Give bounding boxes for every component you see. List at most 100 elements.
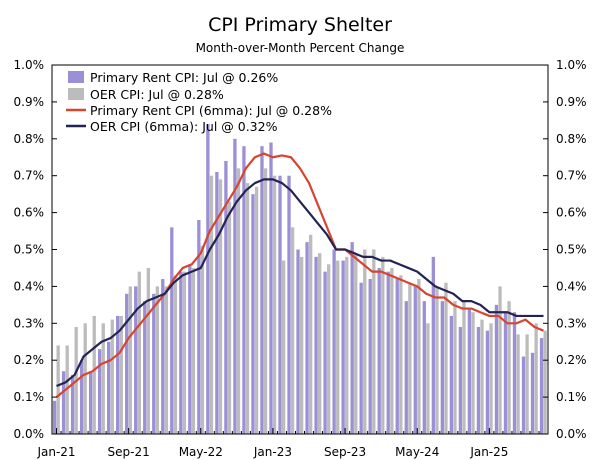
bar-oer-2024-11	[471, 312, 475, 434]
bar-oer-2023-06	[318, 253, 322, 434]
y-tick-label-left-1: 0.1%	[14, 390, 45, 404]
bar-oer-2023-05	[309, 234, 313, 434]
bar-rent-2022-09	[233, 138, 237, 435]
bar-oer-2021-08	[119, 315, 123, 434]
bar-rent-2024-10	[458, 326, 463, 434]
bar-rent-2025-07	[539, 338, 544, 434]
legend-label-oer-line: OER CPI (6mma): Jul @ 0.32%	[90, 119, 278, 134]
bar-oer-2024-09	[453, 301, 457, 434]
chart-title: CPI Primary Shelter	[208, 14, 392, 36]
bar-oer-2023-12	[372, 249, 376, 434]
x-tick-label-1: Sep-21	[108, 445, 150, 459]
line-rent-6mma	[55, 152, 544, 398]
bar-rent-2024-12	[476, 326, 481, 434]
bar-rent-2022-12	[260, 146, 264, 434]
bar-oer-2021-10	[137, 271, 141, 434]
bar-oer-2021-04	[83, 323, 87, 434]
bar-oer-2022-06	[209, 175, 214, 434]
bar-rent-2024-04	[404, 301, 408, 434]
y-tick-label-left-6: 0.6%	[14, 206, 45, 220]
y-tick-label-right-1: 0.1%	[556, 390, 587, 404]
chart-subtitle: Month-over-Month Percent Change	[196, 41, 405, 55]
y-tick-label-left-8: 0.8%	[14, 132, 45, 146]
bar-rent-2023-05	[305, 242, 309, 434]
bar-rent-2023-08	[332, 249, 336, 434]
bar-oer-2022-03	[182, 271, 187, 434]
bar-oer-2024-06	[426, 323, 430, 434]
bar-oer-2025-01	[489, 323, 493, 434]
bar-rent-2024-11	[467, 308, 472, 434]
y-tick-label-left-4: 0.4%	[14, 279, 45, 293]
y-tick-label-right-5: 0.5%	[556, 243, 587, 257]
bar-oer-2023-01	[272, 175, 277, 434]
bar-oer-2022-04	[191, 267, 196, 434]
bar-rent-2021-06	[97, 349, 102, 434]
bar-rent-2024-06	[422, 301, 426, 434]
bar-oer-2022-02	[173, 275, 178, 434]
bar-rent-2022-06	[206, 124, 210, 434]
bar-oer-2021-01	[56, 345, 60, 434]
x-axis: Jan-21 Sep-21 May-22 Jan-23 Sep-23 May-24 Jan-…	[36, 428, 549, 459]
bar-rent-2021-10	[134, 286, 138, 434]
bar-rent-2021-02	[61, 371, 66, 434]
bar-oer-2021-06	[101, 323, 105, 434]
line-oer-6mma	[56, 178, 544, 388]
x-tick-label-0: Jan-21	[36, 445, 75, 459]
y-tick-label-left-9: 0.9%	[14, 95, 45, 109]
y-tick-label-left-7: 0.7%	[14, 169, 45, 183]
bar-oer-2023-04	[300, 256, 304, 434]
legend-label-oer-bar: OER CPI: Jul @ 0.28%	[90, 87, 224, 102]
bar-rent-2021-11	[143, 301, 147, 434]
y-tick-label-left-2: 0.2%	[14, 353, 45, 367]
bar-oer-2023-07	[327, 264, 331, 434]
bars-layer	[52, 124, 547, 435]
x-tick-label-3: Jan-23	[253, 445, 292, 459]
x-tick-label-4: Sep-23	[324, 445, 366, 459]
legend: Primary Rent CPI: Jul @ 0.26% OER CPI: J…	[66, 70, 332, 134]
bar-oer-2021-05	[92, 315, 96, 434]
bar-rent-2023-12	[368, 279, 372, 434]
bar-oer-2025-03	[507, 301, 511, 434]
bar-rent-2022-11	[251, 194, 255, 434]
bar-rent-2023-09	[341, 260, 345, 434]
bar-oer-2024-08	[444, 282, 448, 434]
bar-oer-2023-02	[281, 260, 286, 434]
bar-rent-2025-06	[530, 352, 535, 434]
bar-oer-2025-05	[525, 334, 529, 434]
bar-oer-2025-04	[516, 334, 520, 434]
x-tick-label-5: May-24	[395, 445, 439, 459]
bar-rent-2022-05	[197, 219, 201, 434]
bar-rent-2022-02	[170, 227, 174, 434]
y-tick-label-right-7: 0.7%	[556, 169, 587, 183]
bar-oer-2022-01	[164, 286, 169, 434]
bar-rent-2025-02	[494, 304, 499, 434]
x-tick-label-2: May-22	[179, 445, 223, 459]
bar-oer-2025-02	[498, 286, 502, 434]
bar-oer-2022-05	[200, 245, 205, 434]
bar-rent-2022-01	[161, 279, 165, 434]
bar-rent-2022-03	[179, 271, 183, 434]
bar-rent-2021-05	[88, 371, 93, 434]
bar-oer-2024-12	[480, 319, 484, 434]
bar-oer-2025-06	[534, 323, 538, 434]
x-tick-label-6: Jan-25	[469, 445, 508, 459]
legend-label-rent-bar: Primary Rent CPI: Jul @ 0.26%	[90, 70, 278, 85]
bar-oer-2022-10	[245, 183, 250, 434]
bar-rent-2021-07	[107, 341, 111, 434]
bar-oer-2023-09	[345, 256, 349, 434]
bar-rent-2023-03	[287, 175, 291, 434]
bar-rent-2025-04	[512, 312, 517, 434]
bar-rent-2025-05	[521, 356, 526, 434]
bar-rent-2024-07	[431, 256, 435, 434]
legend-swatch-oer-bar	[68, 88, 84, 100]
y-tick-label-right-3: 0.3%	[556, 316, 587, 330]
bar-oer-2024-04	[408, 282, 412, 434]
bar-oer-2023-11	[363, 249, 367, 434]
bar-oer-2022-12	[263, 168, 268, 434]
bar-oer-2022-07	[218, 179, 223, 434]
bar-oer-2023-08	[336, 260, 340, 434]
y-tick-label-left-0: 0.0%	[14, 427, 45, 441]
bar-rent-2025-03	[503, 312, 508, 434]
legend-swatch-rent-bar	[68, 71, 84, 83]
